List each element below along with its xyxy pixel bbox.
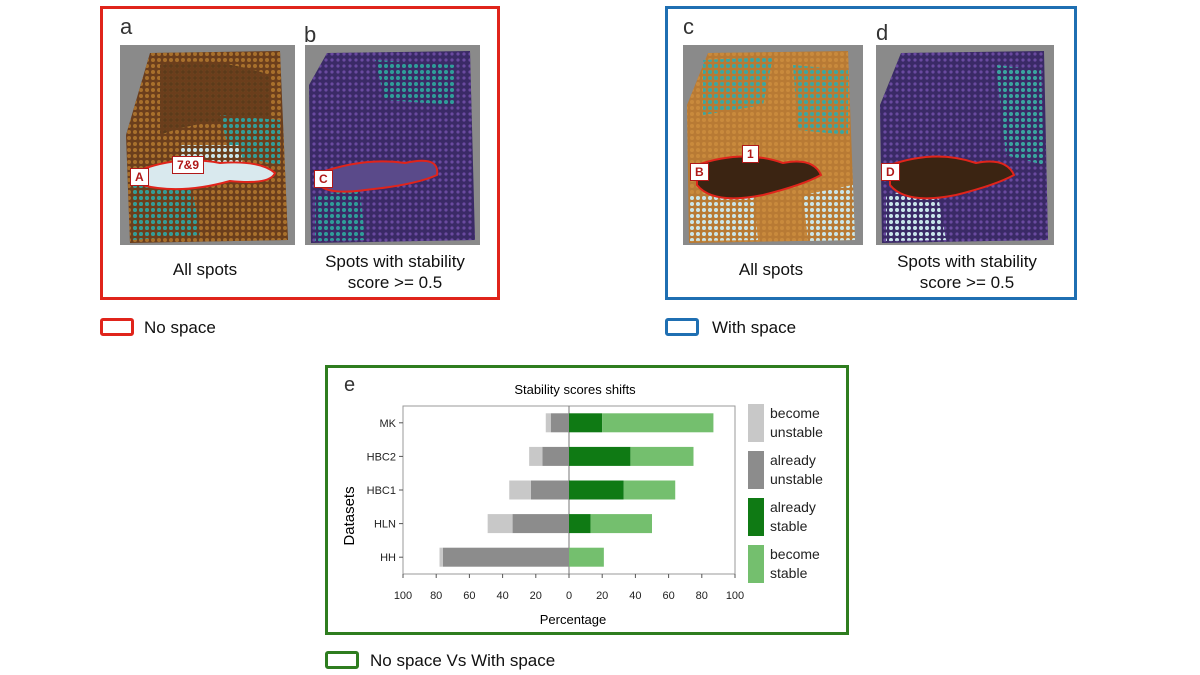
panel-a-tissue-image [120,45,295,245]
bar-already-stable-hbc1 [569,480,624,500]
legend-label-become-stable-line1: become [770,546,820,562]
panel-d-caption-line1: Spots with stability [897,252,1037,271]
comparison-legend-swatch [325,651,359,669]
stability-chart-svg: Stability scores shifts Datasets Percent… [341,382,823,627]
legend-label-become-stable-line2: stable [770,565,808,581]
x-tick-label-8: 60 [662,590,674,602]
x-tick-label-9: 80 [696,590,708,602]
legend-label-already-stable-line2: stable [770,518,808,534]
bar-become-stable-hln [590,514,652,534]
chart-axes: 100 80 60 40 20 0 20 40 60 80 100 MK HBC2 HBC1 HLN HH [367,418,745,602]
panel-d-region-label: D [881,163,900,181]
legend-label-already-stable-line1: already [770,499,816,515]
panel-c-letter: c [683,14,694,39]
category-label-hln: HLN [374,519,396,531]
legend-swatch-become-unstable [748,404,764,442]
legend-swatch-already-unstable [748,451,764,489]
category-label-hbc1: HBC1 [367,485,396,497]
x-tick-label-6: 20 [596,590,608,602]
panel-b-tissue-image [305,45,480,245]
panel-a-letter: a [120,14,133,39]
panel-b-letter: b [304,22,317,47]
bar-already-stable-mk [569,413,603,433]
bar-become-stable-hh [569,547,604,567]
no-space-legend-label: No space [144,318,216,337]
bar-become-unstable-hbc1 [509,480,531,500]
category-label-hh: HH [380,552,396,564]
panel-a-region-label: A [130,168,149,186]
panel-b-caption-line2: score >= 0.5 [347,273,443,292]
with-space-frame [665,6,1077,300]
legend-label-become-unstable-line1: become [770,405,820,421]
panel-c-tissue-image [683,45,863,245]
x-tick-label-7: 40 [629,590,641,602]
bar-already-stable-hln [569,514,591,534]
panel-a-cluster-label: 7&9 [172,156,205,174]
bar-become-unstable-hh [439,547,443,567]
legend-swatch-already-stable [748,498,764,536]
bar-already-unstable-hbc1 [530,480,569,500]
bar-become-stable-hbc1 [623,480,676,500]
comparison-frame [325,365,849,635]
category-label-mk: MK [380,418,397,430]
no-space-legend-swatch [100,318,134,336]
x-tick-label-10: 100 [726,590,744,602]
bar-become-unstable-hln [487,514,513,534]
with-space-legend-label: With space [712,318,797,337]
no-space-frame [100,6,500,300]
bar-already-unstable-hbc2 [542,446,569,466]
panel-d-letter: d [876,20,889,45]
legend-label-become-unstable-line2: unstable [770,424,823,440]
panel-b-region-label: C [314,170,333,188]
x-tick-label-2: 60 [463,590,475,602]
panel-d-tissue-image [876,45,1054,245]
comparison-legend-label: No space Vs With space [370,651,556,670]
category-label-hbc2: HBC2 [367,451,396,463]
bar-become-unstable-mk [545,413,551,433]
panel-b-caption-line1: Spots with stability [325,252,465,271]
legend-label-already-unstable-line1: already [770,452,816,468]
bar-already-unstable-hln [512,514,569,534]
bar-already-unstable-hh [442,547,569,567]
bar-already-stable-hbc2 [569,446,631,466]
panel-c-caption: All spots [738,260,804,279]
x-tick-label-4: 20 [530,590,542,602]
chart-bars [439,413,714,567]
legend-label-already-unstable-line2: unstable [770,471,823,487]
bar-become-stable-hbc2 [630,446,694,466]
x-tick-label-5: 0 [566,590,572,602]
bar-already-unstable-mk [550,413,569,433]
bar-become-unstable-hbc2 [529,446,543,466]
with-space-legend-swatch [665,318,699,336]
x-tick-label-1: 80 [430,590,442,602]
legend-swatch-become-stable [748,545,764,583]
chart-legend: become unstable already unstable already stab… [748,404,823,583]
x-tick-label-0: 100 [394,590,412,602]
panel-d-caption-line2: score >= 0.5 [919,273,1015,292]
x-tick-label-3: 40 [496,590,508,602]
panel-a-caption: All spots [172,260,238,279]
panel-c-cluster-label: 1 [742,145,759,163]
panel-c-region-label: B [690,163,709,181]
chart-title: Stability scores shifts [514,382,636,397]
stability-chart: Stability scores shifts Datasets Percent… [328,368,846,632]
bar-become-stable-mk [602,413,714,433]
chart-xlabel: Percentage [540,612,607,627]
panel-e-letter: e [344,374,356,396]
chart-ylabel: Datasets [341,486,358,545]
